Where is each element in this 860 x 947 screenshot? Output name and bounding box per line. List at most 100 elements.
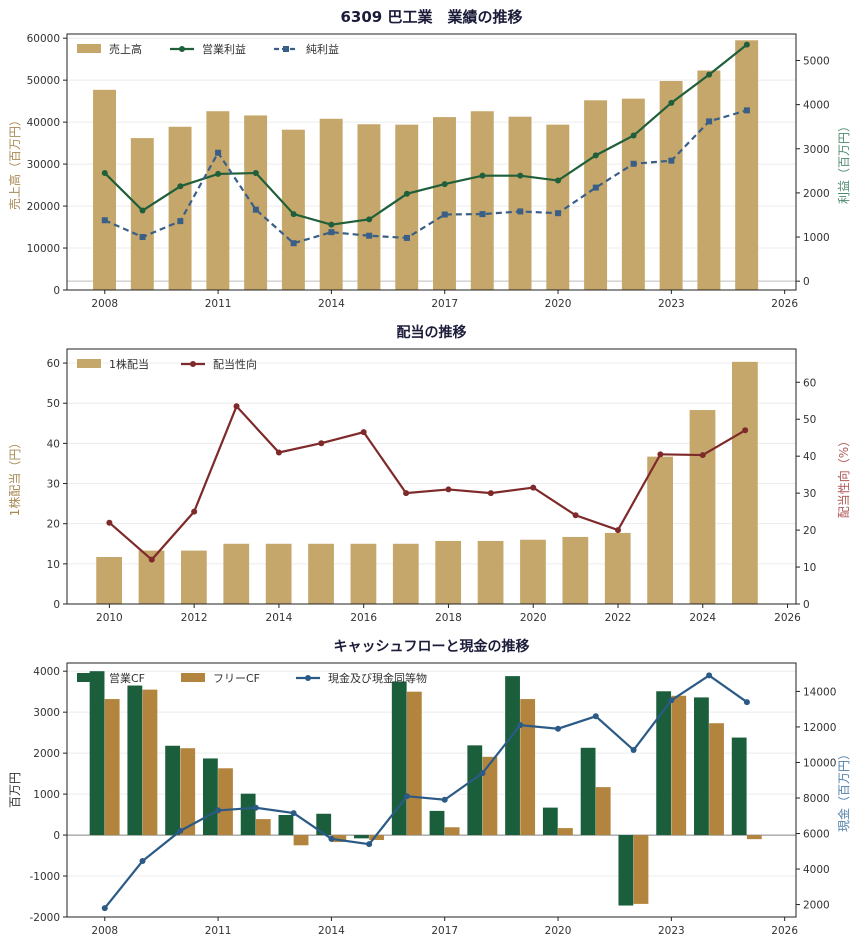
chart1-marker-1-2022 xyxy=(630,132,637,139)
chart1-y2label: 利益（百万円） xyxy=(837,120,851,204)
chart1-line-2 xyxy=(104,109,748,245)
chart3-legend-label-2: フリーCF xyxy=(213,672,260,685)
chart3-legend-marker-3 xyxy=(305,675,311,681)
chart1-bar-1-2014 xyxy=(319,118,343,290)
chart1-bar-1-2010 xyxy=(168,126,192,290)
chart1-ytick-label: 60000 xyxy=(27,33,60,45)
chart1-legend-label-2: 営業利益 xyxy=(202,42,246,56)
chart2-marker-1-2017 xyxy=(403,490,410,497)
chart3-bar-2-2021 xyxy=(595,787,611,836)
chart1-y2tick-label: 4000 xyxy=(803,100,830,112)
chart3-bar-1-2008 xyxy=(89,671,105,836)
chart1-marker-2-2022 xyxy=(630,160,637,167)
chart2-legend-label-1: 1株配当 xyxy=(109,357,149,371)
chart3-bar-2-2010 xyxy=(180,748,196,836)
chart3-y2tick-label: 14000 xyxy=(803,686,836,698)
chart2-ytick-label: 50 xyxy=(47,398,60,410)
chart3-marker-1-2008 xyxy=(101,905,108,912)
chart3-bar-2-2012 xyxy=(255,819,271,836)
chart1-marker-2-2011 xyxy=(215,149,222,156)
chart2-marker-1-2022 xyxy=(614,527,621,534)
chart1-bar-1-2015 xyxy=(357,124,381,290)
chart3-bar-2-2016 xyxy=(406,691,422,836)
chart1-marker-1-2020 xyxy=(555,177,562,184)
chart1-marker-1-2019 xyxy=(517,172,524,179)
chart2-y2tick-label: 20 xyxy=(803,525,816,537)
chart3-marker-1-2020 xyxy=(555,725,562,732)
chart2-xtick-label: 2026 xyxy=(774,612,801,624)
chart3-ytick-label: -2000 xyxy=(29,912,60,924)
chart2-xtick-label: 2010 xyxy=(96,612,123,624)
chart1-xtick-label: 2014 xyxy=(318,298,345,310)
chart2-xtick-label: 2012 xyxy=(181,612,208,624)
chart3-marker-1-2010 xyxy=(177,827,184,834)
chart2-title: 配当の推移 xyxy=(397,324,467,341)
chart2-bar-1-2016 xyxy=(350,543,377,604)
chart2-marker-1-2013 xyxy=(233,403,240,410)
chart2-xtick-label: 2022 xyxy=(605,612,632,624)
chart2-marker-1-2012 xyxy=(191,508,198,515)
chart3-bar-1-2021 xyxy=(580,747,596,836)
chart2-ytick-label: 60 xyxy=(47,358,60,370)
chart1-marker-1-2017 xyxy=(441,181,448,188)
chart1-marker-2-2023 xyxy=(668,157,675,164)
chart3-bar-1-2019 xyxy=(505,676,520,836)
chart1-bar-1-2013 xyxy=(281,129,305,290)
chart1-marker-1-2016 xyxy=(403,190,410,197)
chart2-ytick-label: 30 xyxy=(47,479,60,491)
chart2-bar-1-2024 xyxy=(689,410,716,604)
chart1-legend-marker-3 xyxy=(283,46,289,52)
chart3-bar-1-2018 xyxy=(467,745,483,836)
chart2-ylabel: 1株配当（円） xyxy=(7,437,22,517)
chart1-marker-1-2018 xyxy=(479,172,486,179)
chart1-legend-label-1: 売上高 xyxy=(109,42,142,56)
chart2-y2label: 配当性向（%） xyxy=(836,435,851,518)
chart1-marker-2-2013 xyxy=(290,240,297,247)
chart3-xtick-label: 2026 xyxy=(771,925,798,937)
chart3-bar-2-2008 xyxy=(104,699,120,836)
chart1-bar-1-2018 xyxy=(470,111,494,291)
chart3-marker-1-2019 xyxy=(517,722,524,729)
chart2-y2tick-label: 60 xyxy=(803,377,816,389)
chart3-marker-1-2009 xyxy=(139,858,146,865)
chart2-marker-1-2019 xyxy=(487,490,494,497)
chart1-line-1 xyxy=(103,43,748,226)
chart2-bar-1-2013 xyxy=(223,543,250,604)
chart3-bar-2-2023 xyxy=(671,695,687,836)
chart1-legend-swatch-1 xyxy=(77,44,101,53)
chart3-bar-2-2013 xyxy=(293,835,309,846)
chart2-marker-1-2018 xyxy=(445,486,452,493)
chart3-bar-1-2010 xyxy=(165,745,181,836)
chart1-marker-2-2025 xyxy=(743,107,750,114)
chart3-marker-1-2021 xyxy=(592,713,599,720)
chart1-bar-1-2025 xyxy=(735,40,759,291)
chart1-y2tick-label: 1000 xyxy=(803,232,830,244)
chart1-ytick-label: 50000 xyxy=(27,75,60,87)
chart1-marker-1-2024 xyxy=(706,71,713,78)
chart2-bar-1-2020 xyxy=(520,539,546,604)
chart1-marker-1-2009 xyxy=(139,207,146,214)
chart1-marker-1-2008 xyxy=(101,170,108,177)
chart3-title: キャッシュフローと現金の推移 xyxy=(334,638,530,655)
chart1-y2tick-label: 2000 xyxy=(803,188,830,200)
chart3-ytick-label: 3000 xyxy=(33,707,60,719)
chart3-y2tick-label: 4000 xyxy=(803,864,830,876)
chart3-bar-2-2022 xyxy=(633,835,649,904)
chart3-bar-1-2012 xyxy=(240,793,256,836)
chart2-bar-1-2019 xyxy=(477,540,504,604)
chart1-bar-1-2019 xyxy=(508,116,532,290)
chart2-bar-1-2017 xyxy=(392,543,419,604)
chart2-xtick-label: 2016 xyxy=(350,612,377,624)
chart2-marker-1-2011 xyxy=(148,556,155,563)
chart1-ytick-label: 0 xyxy=(53,285,60,297)
chart3-xtick-label: 2017 xyxy=(431,925,458,937)
chart3-y2tick-label: 12000 xyxy=(803,722,836,734)
chart2-marker-1-2024 xyxy=(699,452,706,459)
chart2-xtick-label: 2024 xyxy=(689,612,716,624)
chart1-title: 6309 巴工業 業績の推移 xyxy=(341,8,523,26)
chart2-bar-1-2014 xyxy=(265,543,292,604)
chart1-xtick-label: 2011 xyxy=(205,298,232,310)
chart1-ytick-label: 40000 xyxy=(27,117,60,129)
chart3-bar-1-2020 xyxy=(542,807,558,836)
chart1-marker-1-2025 xyxy=(743,41,750,48)
